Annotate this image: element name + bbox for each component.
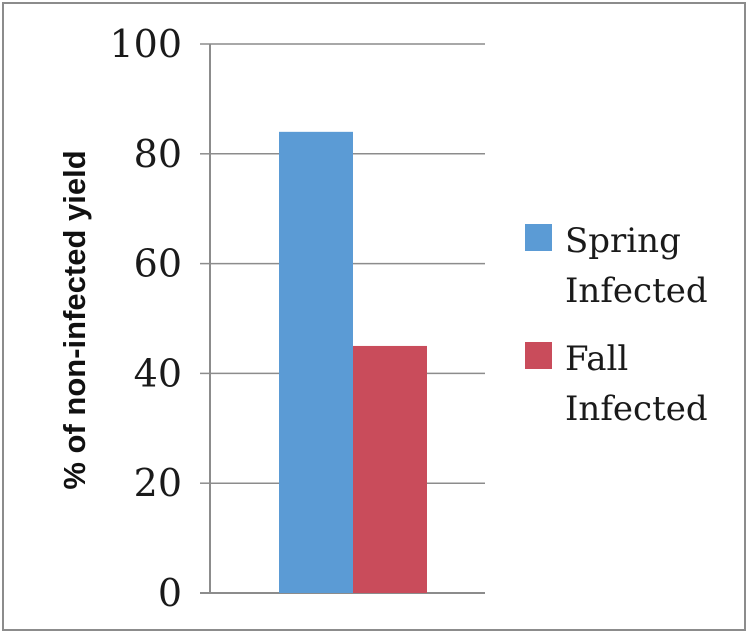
- bar-fall-infected: [353, 345, 427, 593]
- legend-label-line: Infected: [565, 271, 708, 311]
- legend-label-line: Spring: [565, 221, 681, 261]
- legend-swatch: [525, 224, 552, 251]
- y-tick-label: 60: [134, 242, 182, 286]
- legend-swatch: [525, 342, 552, 369]
- legend-label-line: Infected: [565, 389, 708, 429]
- bars: [279, 131, 427, 593]
- y-tick-label: 40: [134, 351, 182, 395]
- bar-spring-infected: [279, 131, 353, 593]
- legend-label: Spring Infected: [565, 221, 708, 311]
- legend-label: Fall Infected: [565, 339, 708, 429]
- legend-label-line: Fall: [565, 339, 628, 379]
- y-tick-label: 80: [134, 132, 182, 176]
- legend: Spring Infected Fall Infected: [525, 221, 708, 429]
- y-tick-label: 100: [109, 22, 182, 66]
- y-tick-label: 20: [134, 461, 182, 505]
- y-tick-labels: 0 20 40 60 80 100: [109, 22, 182, 615]
- y-axis-title: % of non-infected yield: [57, 150, 92, 489]
- y-tick-label: 0: [158, 571, 182, 615]
